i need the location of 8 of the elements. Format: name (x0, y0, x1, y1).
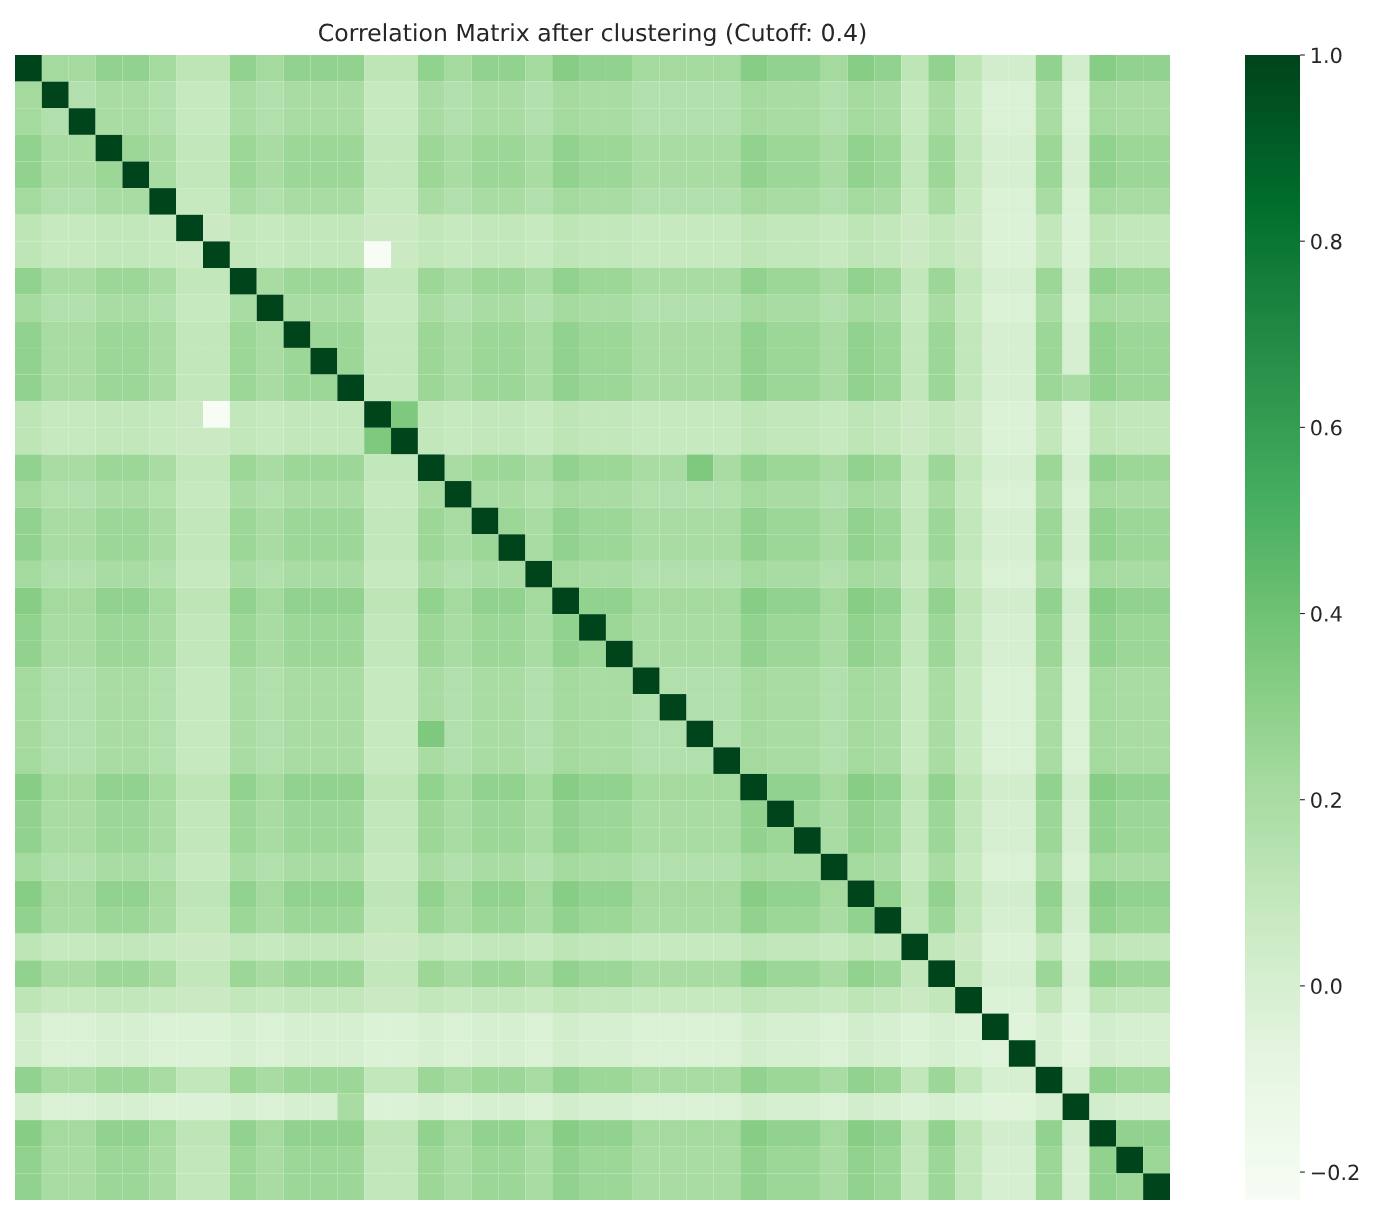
chart-title: Correlation Matrix after clustering (Cutoff: 0.4) (319, 23, 866, 47)
color-bar-label: −0.2 (1311, 1164, 1359, 1181)
color-bar-label: 1.0 (1312, 47, 1342, 64)
color-bar-label: 0.4 (1311, 605, 1342, 622)
color-bar-label: 0.8 (1311, 233, 1342, 250)
color-bar-label: 0.0 (1311, 978, 1342, 995)
color-bar-label: 0.2 (1311, 792, 1341, 808)
color-bar-label: 0.6 (1311, 419, 1342, 436)
